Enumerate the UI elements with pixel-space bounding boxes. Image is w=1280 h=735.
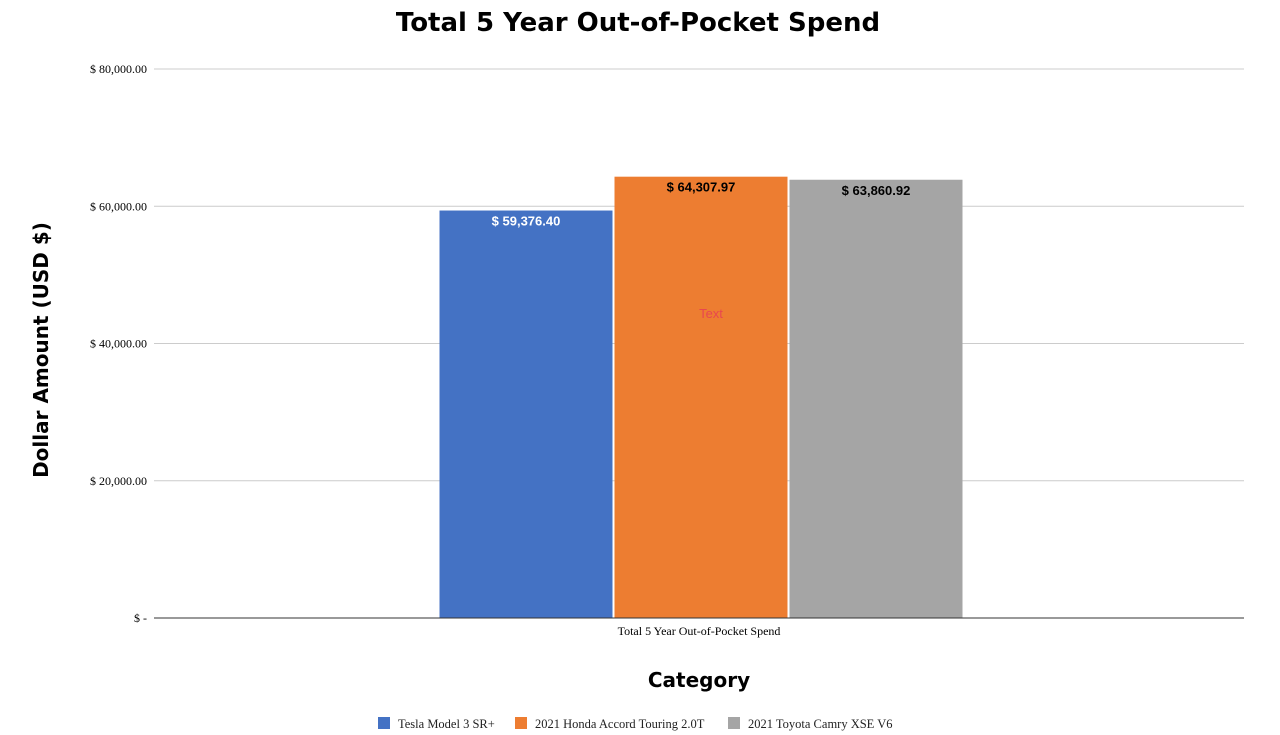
y-axis-title: Dollar Amount (USD $) [29,222,53,478]
legend-entry: 2021 Honda Accord Touring 2.0T [535,717,705,731]
y-axis-tick-label: $ - [134,611,147,625]
bars [439,176,963,618]
data-labels: $ 59,376.40 $ 64,307.97 $ 63,860.92 [492,180,911,229]
x-axis-title: Category [648,668,750,692]
legend-swatch [515,717,527,729]
legend-entry: 2021 Toyota Camry XSE V6 [748,717,893,731]
text-annotation: Text [699,306,723,321]
bar [789,179,963,618]
y-axis-tick-label: $ 20,000.00 [90,474,147,488]
y-axis-tick-label: $ 60,000.00 [90,199,147,213]
data-label: $ 59,376.40 [492,214,561,229]
y-axis-tick-label: $ 40,000.00 [90,337,147,351]
legend-swatch [378,717,390,729]
data-label: $ 63,860.92 [842,183,911,198]
bar [614,176,788,618]
y-axis-tick-labels: $ - $ 20,000.00 $ 40,000.00 $ 60,000.00 $ 80… [90,62,147,625]
legend: Tesla Model 3 SR+ 2021 Honda Accord Touri… [378,717,893,731]
legend-swatch [728,717,740,729]
chart-title: Total 5 Year Out-of-Pocket Spend [396,8,880,38]
bar [439,210,613,618]
legend-entry: Tesla Model 3 SR+ [398,717,495,731]
y-axis-tick-label: $ 80,000.00 [90,62,147,76]
data-label: $ 64,307.97 [667,180,736,195]
x-axis-tick-label: Total 5 Year Out-of-Pocket Spend [618,624,781,638]
